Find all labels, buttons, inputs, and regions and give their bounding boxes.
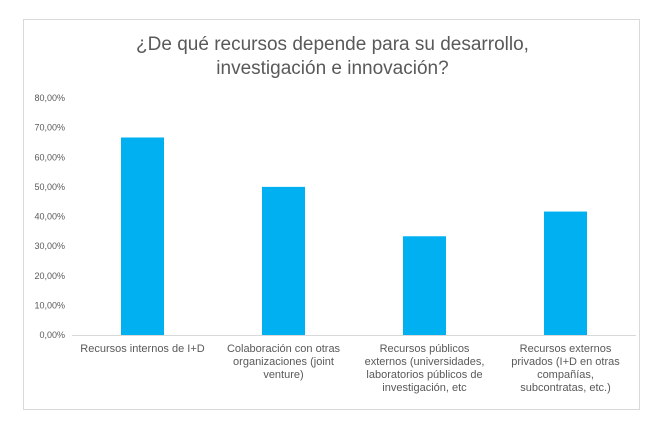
bar bbox=[403, 236, 446, 335]
y-tick-label: 20,00% bbox=[34, 271, 65, 281]
x-category-label-line: Recursos públicos bbox=[380, 343, 470, 355]
y-tick-label: 60,00% bbox=[34, 152, 65, 162]
x-category-label-line: organizaciones (joint bbox=[233, 356, 334, 368]
y-tick-label: 10,00% bbox=[34, 300, 65, 310]
chart-frame: ¿De qué recursos depende para su desarro… bbox=[23, 19, 640, 410]
chart-title: ¿De qué recursos depende para su desarro… bbox=[24, 33, 641, 81]
x-category-label: Recursos públicos externos (universidades… bbox=[365, 343, 485, 394]
x-category-label-line: Colaboración con otras bbox=[227, 343, 341, 355]
x-category-label-line: venture) bbox=[263, 369, 303, 381]
x-category-label-line: compañías, bbox=[537, 369, 594, 381]
y-tick-label: 80,00% bbox=[34, 93, 65, 103]
x-category-label-line: privados (I+D en otras bbox=[511, 356, 620, 368]
bar bbox=[121, 137, 164, 335]
x-category-label-line: laboratorios públicos de bbox=[366, 369, 482, 381]
y-tick-label: 40,00% bbox=[34, 212, 65, 222]
x-category-label: Recursos internos de I+D bbox=[80, 343, 204, 355]
y-tick-label: 0,00% bbox=[39, 330, 65, 340]
bar bbox=[544, 211, 587, 335]
x-category-label-line: externos (universidades, bbox=[365, 356, 485, 368]
bar bbox=[262, 186, 305, 335]
x-category-label-line: Recursos externos bbox=[520, 343, 612, 355]
y-tick-label: 70,00% bbox=[34, 123, 65, 133]
x-category-label-line: subcontratas, etc.) bbox=[520, 382, 611, 394]
x-category-label: Colaboración con otras organizaciones (jo… bbox=[227, 343, 341, 381]
chart-title-line-2: investigación e innovación? bbox=[216, 58, 449, 79]
x-category-label-line: investigación, etc bbox=[382, 382, 467, 394]
bar-chart: 0,00% 10,00% 20,00% 30,00% 40,00% 50,00% 60,00… bbox=[34, 93, 636, 394]
x-category-label-line: Recursos internos de I+D bbox=[80, 343, 204, 355]
chart-title-line-1: ¿De qué recursos depende para su desarro… bbox=[136, 34, 529, 55]
y-tick-label: 50,00% bbox=[34, 182, 65, 192]
y-tick-label: 30,00% bbox=[34, 241, 65, 251]
x-category-label: Recursos externos privados (I+D en otras c… bbox=[511, 343, 620, 394]
